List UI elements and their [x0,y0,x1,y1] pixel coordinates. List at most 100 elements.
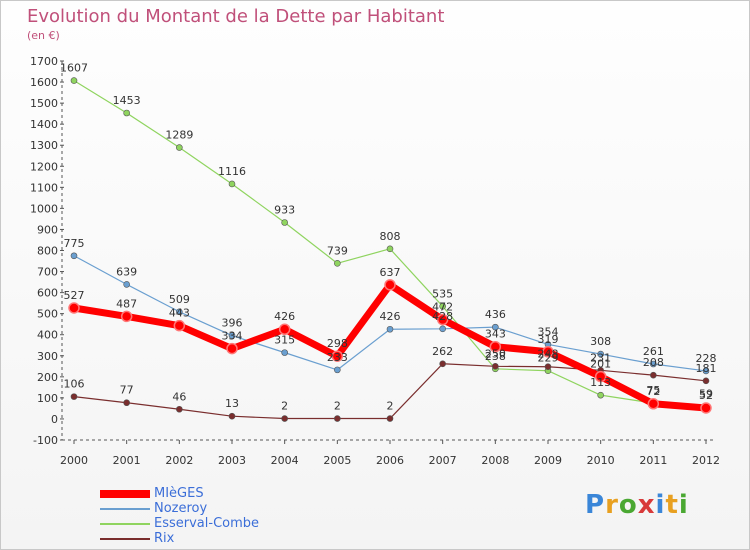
data-label: 396 [222,317,243,330]
data-point [650,360,657,368]
data-label: 1607 [60,62,88,75]
data-label: 739 [327,244,348,257]
data-label: 1289 [165,129,193,142]
y-tick-label: 1000 [30,202,58,215]
data-point [278,323,291,335]
chart-title: Evolution du Montant de la Dette par Hab… [27,6,445,27]
data-point [386,325,394,333]
data-label: 228 [696,352,717,365]
data-label: 428 [432,310,453,323]
data-point [384,279,396,291]
data-label: 13 [225,397,239,410]
x-tick-label: 2007 [429,454,457,467]
data-point [334,260,341,267]
data-point [597,391,604,399]
data-label: 250 [485,347,506,360]
logo-letter: i [678,490,689,520]
data-label: 319 [538,333,559,346]
data-point [68,302,80,314]
x-tick-label: 2001 [113,454,141,467]
y-tick-label: 500 [37,308,58,321]
data-label: 261 [643,345,664,358]
y-tick-label: 700 [37,266,58,279]
data-label: 113 [590,376,611,389]
data-label: 436 [485,308,506,321]
legend-label-nozeroy: Nozeroy [154,501,208,516]
data-point [228,332,236,339]
data-point [70,393,78,400]
y-tick-label: 200 [37,371,58,384]
data-label: 231 [590,351,611,364]
data-point [702,367,710,375]
data-point [334,366,341,374]
data-point [176,308,183,316]
data-point [281,415,288,422]
data-label: 775 [64,237,85,250]
y-tick-label: 1100 [30,181,58,194]
data-point [228,180,236,188]
data-label: 472 [432,301,453,314]
y-tick-label: 600 [37,287,58,300]
data-point [650,371,657,379]
x-tick-label: 2005 [323,454,351,467]
data-label: 2 [334,400,341,413]
data-point [334,415,341,422]
data-label: 354 [538,325,559,338]
logo-letter: r [605,490,619,520]
logo-letter: t [665,490,679,520]
data-label: 59 [699,388,713,401]
data-label: 308 [590,335,611,348]
x-tick-label: 2002 [165,454,193,467]
data-point [439,325,446,333]
legend: MIèGES Nozeroy Esserval-Combe Rix [100,486,259,546]
y-tick-label: 0 [51,413,58,426]
data-label: 298 [327,337,348,350]
legend-label-rix: Rix [154,531,175,546]
x-tick-label: 2009 [534,454,562,467]
data-point [386,415,394,422]
data-point [281,219,288,226]
data-label: 509 [169,293,190,306]
data-label: 343 [485,328,506,341]
proxiti-logo: Proxiti [585,490,689,520]
data-point [544,363,552,371]
data-point [439,302,446,310]
y-tick-label: 100 [37,392,58,405]
x-tick-label: 2008 [481,454,509,467]
data-label: 535 [432,287,453,300]
data-label: 933 [274,203,295,216]
data-point [173,319,186,332]
y-tick-label: 1300 [30,139,58,152]
logo-letter: o [618,490,638,520]
legend-swatch-rix [100,537,150,540]
data-label: 262 [432,345,453,358]
x-tick-label: 2004 [271,454,299,467]
data-point [492,363,499,370]
data-label: 233 [327,351,348,364]
data-label: 334 [222,330,243,343]
data-label: 2 [281,400,288,413]
data-label: 2 [387,400,394,413]
data-point [594,370,607,383]
data-point [281,349,288,356]
y-tick-label: 400 [37,329,58,342]
data-label: 106 [64,378,85,391]
data-point [176,144,183,151]
data-point [700,402,712,414]
data-label: 443 [169,307,190,320]
chart-subtitle: (en €) [27,29,60,42]
logo-letter: x [637,490,656,520]
data-point [331,350,344,362]
data-label: 637 [380,266,401,279]
y-tick-label: -100 [33,434,58,447]
data-point [492,323,499,331]
data-point [439,360,446,368]
data-point [542,346,554,358]
y-tick-label: 1600 [30,76,58,89]
data-point [70,77,78,84]
y-tick-label: 300 [37,350,58,363]
x-tick-label: 2003 [218,454,246,467]
data-label: 52 [699,389,713,402]
x-tick-label: 2011 [639,454,667,467]
